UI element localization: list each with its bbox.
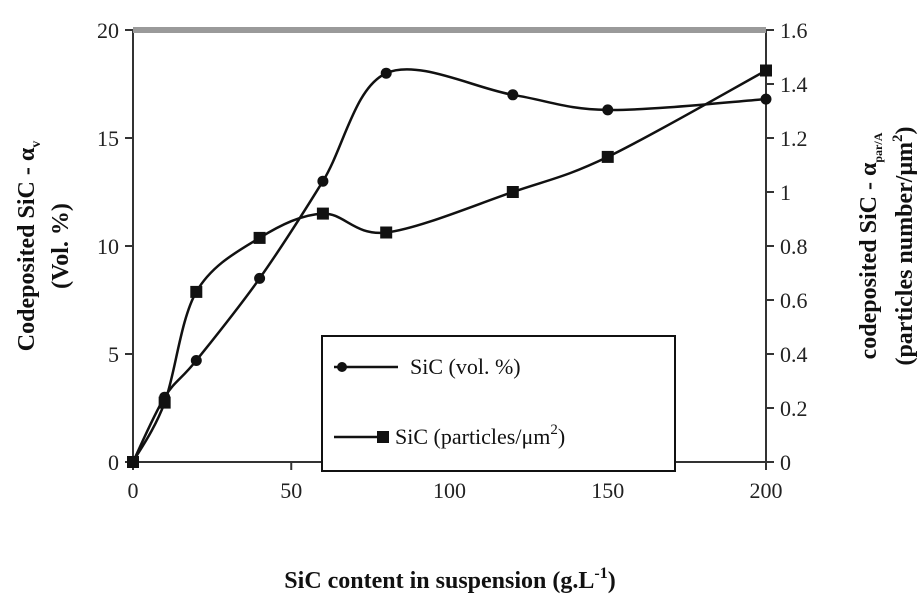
series-2-point: [253, 231, 266, 244]
series-2-point: [601, 150, 614, 163]
y-right-tick-label: 1: [780, 180, 791, 205]
series-2-point: [127, 456, 139, 468]
svg-text:(particles number/μm2): (particles number/μm2): [890, 126, 918, 365]
y-right-tick-label: 1.2: [780, 126, 808, 151]
series-layer: [127, 64, 772, 468]
x-tick-label: 150: [591, 478, 624, 503]
series-2-point: [158, 396, 171, 409]
series-1-point: [760, 93, 772, 105]
series-1-point: [602, 104, 614, 116]
legend-label-series-1: SiC (vol. %): [410, 354, 521, 379]
y-right-title-line2b: ): [892, 126, 918, 134]
y-right-title-line1: codeposited SiC - α: [856, 162, 882, 359]
legend-label-series-2-sup: 2: [550, 422, 558, 438]
y-left-tick-label: 0: [108, 450, 119, 475]
y-left-tick-label: 15: [97, 126, 119, 151]
x-tick-label: 0: [128, 478, 139, 503]
series-1-point: [380, 67, 392, 79]
series-2-point: [316, 207, 329, 220]
legend-label-series-2-text: SiC (particles/μm: [395, 424, 550, 449]
y-left-tick-label: 20: [97, 18, 119, 43]
series-2-point: [760, 64, 772, 77]
y-right-title-line2a: (particles number/μm: [892, 142, 918, 366]
series-2-point: [380, 226, 393, 239]
series-2-point: [506, 186, 519, 198]
y-right-axis-title: codeposited SiC - αpar/A (particles numb…: [856, 126, 918, 365]
x-tick-label: 200: [750, 478, 783, 503]
svg-text:codeposited SiC - αpar/A: codeposited SiC - αpar/A: [856, 132, 885, 359]
x-axis-title-tail: ): [608, 568, 616, 594]
y-right-title-sub: par/A: [871, 132, 885, 162]
y-right-tick-labels: 0 0.2 0.4 0.6 0.8 1 1.2 1.4 1.6: [780, 18, 808, 475]
y-right-tick-label: 0.6: [780, 288, 808, 313]
y-left-tick-label: 10: [97, 234, 119, 259]
legend-box: [321, 335, 676, 472]
y-left-tick-label: 5: [108, 342, 119, 367]
y-right-tick-label: 0.2: [780, 396, 808, 421]
y-right-title-sup: 2: [890, 134, 906, 142]
series-1-point: [254, 272, 266, 284]
legend-marker-circle: [337, 362, 347, 372]
y-left-title-line1: Codeposited SiC - α: [14, 147, 40, 351]
x-tick-label: 100: [433, 478, 466, 503]
x-tick-labels: 0 50 100 150 200: [128, 478, 783, 503]
svg-text:Codeposited SiC - αv: Codeposited SiC - αv: [14, 141, 44, 351]
y-left-tick-labels: 0 5 10 15 20: [97, 18, 119, 475]
y-left-title-sub: v: [29, 141, 44, 148]
x-tick-label: 50: [280, 478, 302, 503]
y-right-tick-label: 0: [780, 450, 791, 475]
x-axis-title-text: SiC content in suspension (g.L: [284, 568, 594, 594]
legend-marker-square: [377, 431, 389, 443]
legend: SiC (vol. %) SiC (particles/μm2): [321, 335, 676, 472]
x-axis-title: SiC content in suspension (g.L-1): [284, 565, 615, 594]
y-left-axis-title: Codeposited SiC - αv (Vol. %): [14, 141, 74, 351]
y-right-tick-label: 0.4: [780, 342, 808, 367]
series-1-point: [317, 175, 329, 187]
series-2-point: [190, 285, 203, 298]
y-right-tick-label: 0.8: [780, 234, 808, 259]
y-left-title-line2: (Vol. %): [48, 203, 74, 289]
series-1-point: [507, 89, 519, 101]
legend-label-series-2-tail: ): [558, 424, 565, 449]
y-right-tick-label: 1.6: [780, 18, 808, 43]
legend-label-series-2: SiC (particles/μm2): [395, 422, 565, 449]
series-1-point: [190, 354, 202, 366]
y-right-tick-label: 1.4: [780, 72, 808, 97]
x-axis-title-sup: -1: [594, 565, 607, 582]
series-line-1: [131, 68, 767, 463]
